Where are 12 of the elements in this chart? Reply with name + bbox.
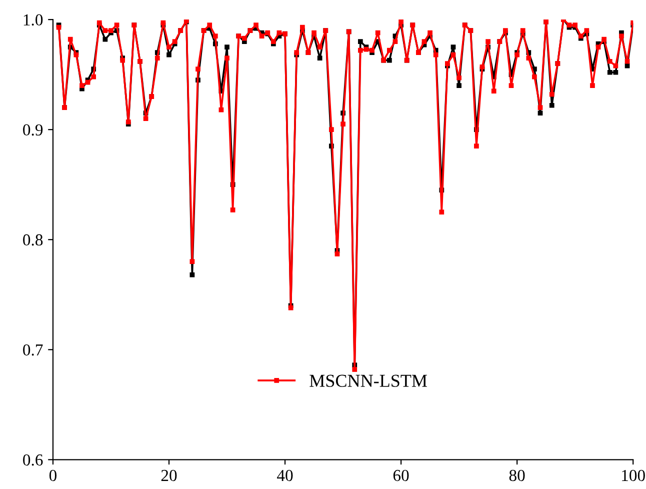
y-tick-label: 0.9 (23, 124, 43, 136)
x-tick-label: 80 (509, 470, 525, 482)
y-tick-label: 0.7 (23, 344, 43, 356)
y-tick-label: 1.0 (24, 14, 43, 26)
x-tick-label: 60 (393, 470, 409, 482)
y-tick-label: 0.6 (23, 454, 43, 466)
legend-label: MSCNN-LSTM (310, 374, 427, 387)
x-tick-label: 20 (161, 470, 177, 482)
x-tick-label: 0 (49, 470, 57, 482)
y-tick-label: 0.8 (23, 234, 43, 246)
x-tick-label: 100 (622, 470, 645, 482)
x-tick-label: 40 (277, 470, 293, 482)
